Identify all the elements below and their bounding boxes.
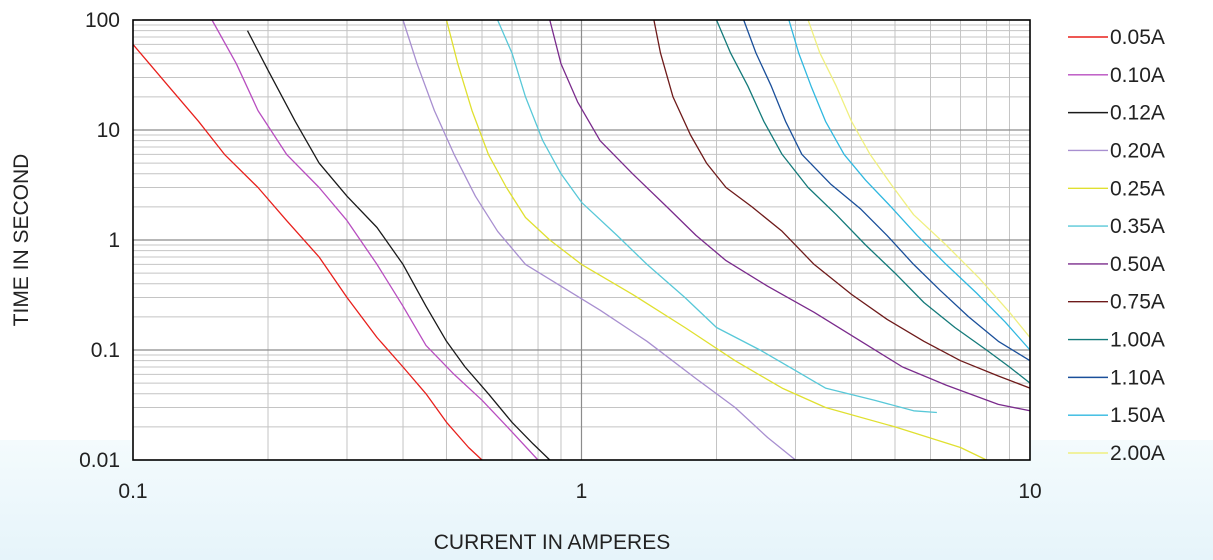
y-tick-label: 1 (108, 229, 120, 252)
series-line (246, 30, 551, 461)
legend-label: 1.00A (1110, 329, 1165, 352)
legend-label: 0.20A (1110, 139, 1165, 162)
y-tick-label: 10 (97, 119, 120, 142)
y-tick-label: 0.1 (91, 339, 120, 362)
legend-label: 0.05A (1110, 26, 1165, 49)
series-line (653, 19, 1031, 389)
x-axis-label: CURRENT IN AMPERES (434, 531, 671, 554)
grid (133, 20, 1030, 460)
legend-label: 0.25A (1110, 177, 1165, 200)
legend-label: 0.50A (1110, 253, 1165, 276)
series-line (497, 19, 937, 414)
series-line (211, 19, 539, 461)
legend-label: 0.12A (1110, 102, 1165, 125)
y-tick-label: 100 (85, 9, 120, 32)
legend-label: 2.00A (1110, 442, 1165, 465)
series-line (788, 19, 1031, 351)
x-tick-label: 10 (1018, 480, 1041, 503)
legend: 0.05A 0.10A 0.12A 0.20A 0.25A 0.35A 0.50A 0.75A… (1068, 26, 1165, 465)
x-tick-label: 0.1 (118, 480, 147, 503)
series-line (549, 19, 1031, 412)
series-line (402, 19, 796, 461)
legend-label: 1.10A (1110, 366, 1165, 389)
series-line (743, 19, 1031, 362)
legend-label: 0.75A (1110, 291, 1165, 314)
series-line (445, 19, 987, 461)
legend-label: 0.35A (1110, 215, 1165, 238)
series-line (715, 19, 1031, 384)
x-tick-label: 1 (576, 480, 588, 503)
series-line (132, 43, 483, 461)
legend-label: 1.50A (1110, 404, 1165, 427)
series-line (807, 19, 1031, 338)
y-tick-label: 0.01 (79, 449, 120, 472)
tick-labels: 0.1 1 10 100 10 1 0.1 0.01 (79, 9, 1042, 503)
plot-frame (132, 19, 1031, 461)
y-axis-label: TIME IN SECOND (10, 154, 33, 327)
legend-label: 0.10A (1110, 64, 1165, 87)
series-curves (132, 19, 1031, 461)
